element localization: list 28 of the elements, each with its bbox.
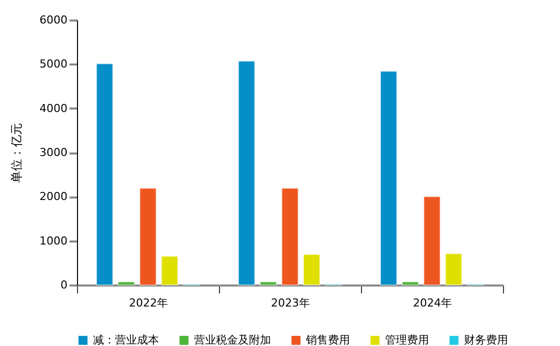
y-tick-label: 0 xyxy=(60,278,68,292)
legend-label: 财务费用 xyxy=(464,333,508,346)
bar xyxy=(118,281,135,286)
legend-label: 减：营业成本 xyxy=(93,333,159,346)
y-tick-label: 6000 xyxy=(40,14,68,26)
bar xyxy=(423,196,441,286)
bar xyxy=(281,188,299,286)
bar xyxy=(238,60,256,286)
bar xyxy=(96,63,114,286)
bar xyxy=(380,70,398,286)
y-tick-label: 3000 xyxy=(40,146,68,159)
y-tick-label: 2000 xyxy=(40,190,68,204)
y-axis-title: 单位：亿元 xyxy=(10,123,24,183)
y-tick-label: 5000 xyxy=(40,58,68,71)
bar xyxy=(139,188,157,286)
x-tick-label: 2022年 xyxy=(129,296,168,310)
bar xyxy=(260,281,277,286)
x-tick-label: 2024年 xyxy=(413,296,452,310)
bar xyxy=(303,254,320,286)
bar xyxy=(402,281,419,286)
bar xyxy=(445,253,462,286)
bar xyxy=(161,256,178,286)
y-tick-label: 4000 xyxy=(40,102,68,115)
y-tick-label: 1000 xyxy=(40,234,68,248)
legend-label: 营业税金及附加 xyxy=(194,333,271,346)
x-tick-label: 2023年 xyxy=(271,296,310,310)
legend-label: 管理费用 xyxy=(385,333,429,346)
legend-label: 销售费用 xyxy=(305,333,350,346)
